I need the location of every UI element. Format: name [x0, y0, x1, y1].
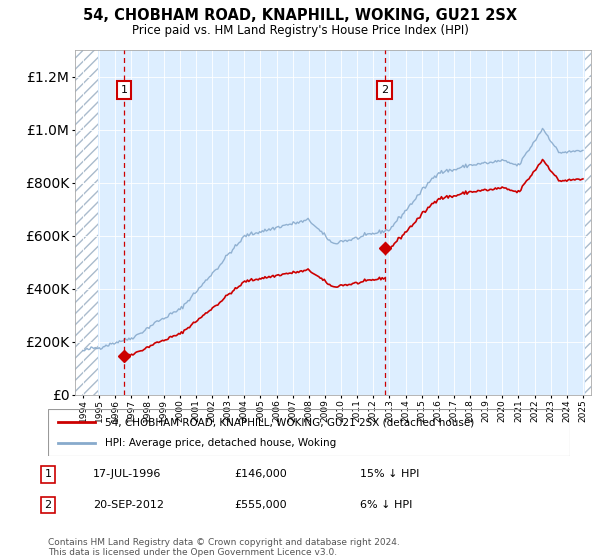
Text: £555,000: £555,000: [234, 500, 287, 510]
Text: 2: 2: [382, 85, 388, 95]
Text: Price paid vs. HM Land Registry's House Price Index (HPI): Price paid vs. HM Land Registry's House …: [131, 24, 469, 36]
Text: 15% ↓ HPI: 15% ↓ HPI: [360, 469, 419, 479]
Bar: [75, 50, 98, 395]
Text: Contains HM Land Registry data © Crown copyright and database right 2024.
This d: Contains HM Land Registry data © Crown c…: [48, 538, 400, 557]
Text: 2: 2: [44, 500, 52, 510]
Text: 1: 1: [121, 85, 128, 95]
Text: 20-SEP-2012: 20-SEP-2012: [93, 500, 164, 510]
Text: 1: 1: [44, 469, 52, 479]
Text: 54, CHOBHAM ROAD, KNAPHILL, WOKING, GU21 2SX (detached house): 54, CHOBHAM ROAD, KNAPHILL, WOKING, GU21…: [106, 417, 475, 427]
Text: 6% ↓ HPI: 6% ↓ HPI: [360, 500, 412, 510]
Text: £146,000: £146,000: [234, 469, 287, 479]
Bar: [584, 50, 591, 395]
Text: 54, CHOBHAM ROAD, KNAPHILL, WOKING, GU21 2SX: 54, CHOBHAM ROAD, KNAPHILL, WOKING, GU21…: [83, 8, 517, 24]
Text: 17-JUL-1996: 17-JUL-1996: [93, 469, 161, 479]
Text: HPI: Average price, detached house, Woking: HPI: Average price, detached house, Woki…: [106, 438, 337, 448]
